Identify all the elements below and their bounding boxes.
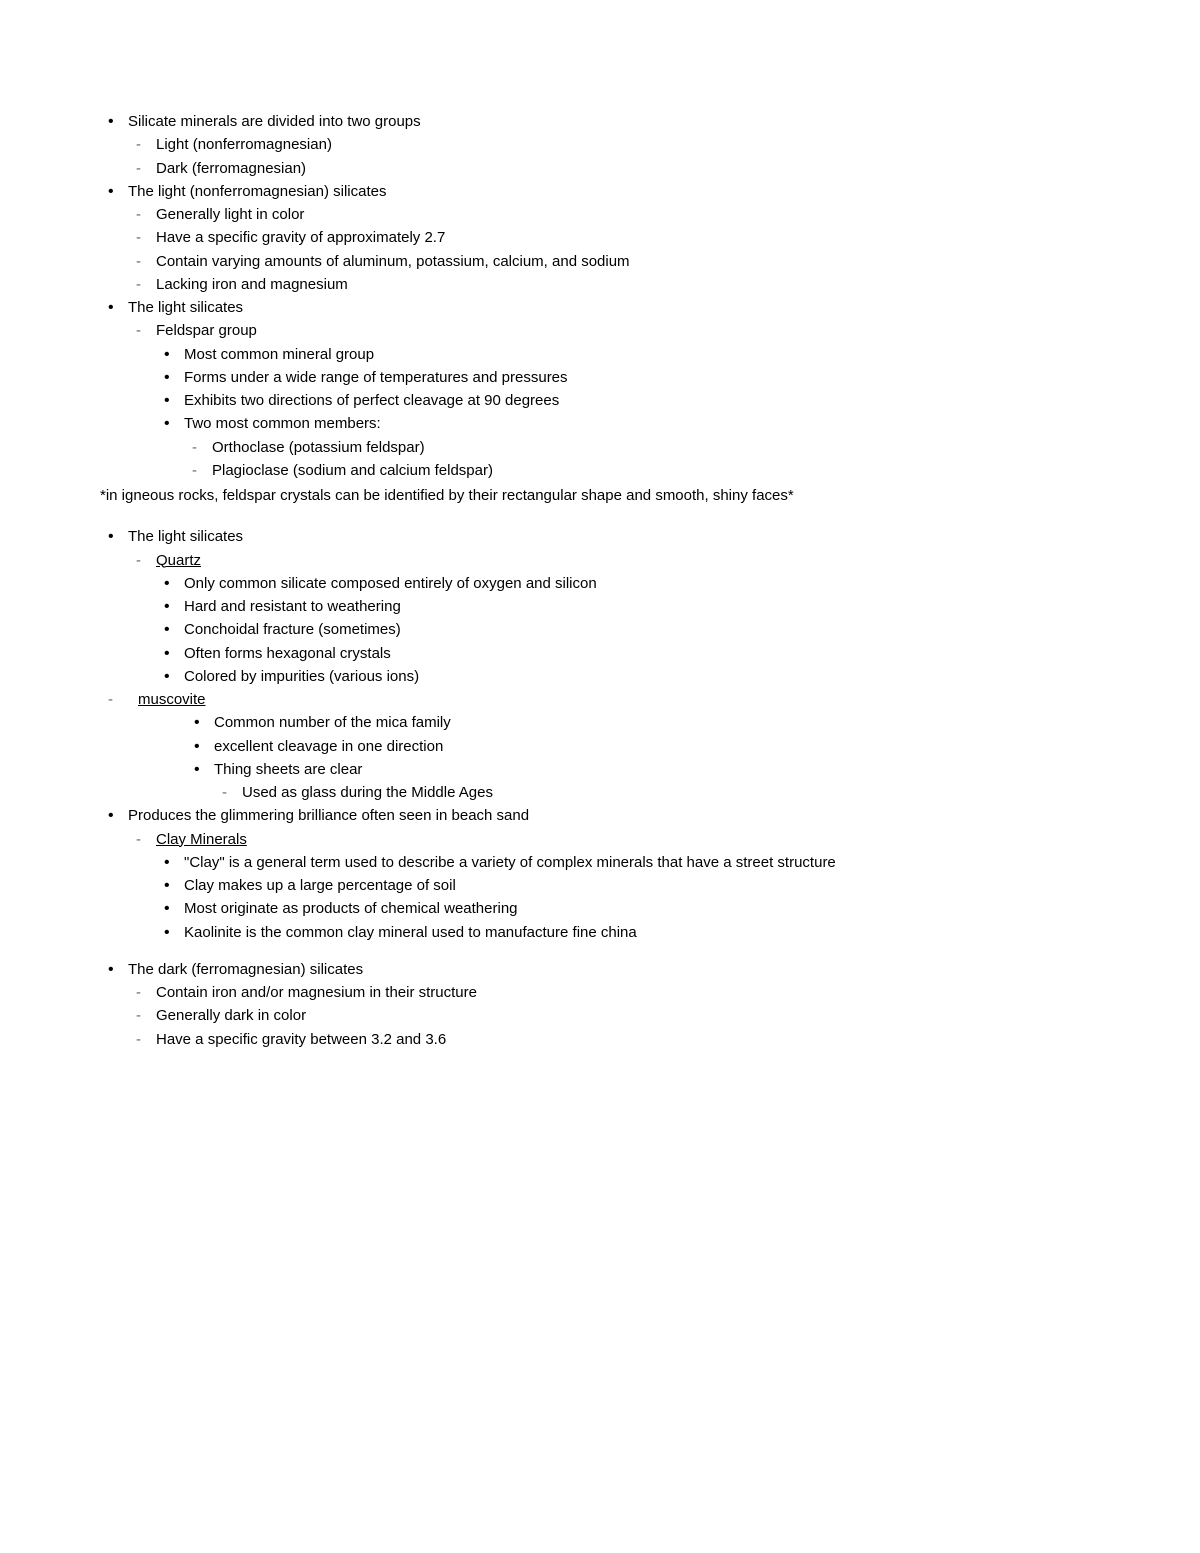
item-text: Often forms hexagonal crystals: [184, 645, 391, 662]
item-text: Only common silicate composed entirely o…: [184, 575, 597, 592]
list-item: Produces the glimmering brilliance often…: [100, 804, 1100, 944]
outline-list: Silicate minerals are divided into two g…: [100, 110, 1100, 482]
list-item: Have a specific gravity of approximately…: [128, 226, 1100, 249]
list-item: Contain varying amounts of aluminum, pot…: [128, 250, 1100, 273]
list-item: Lacking iron and magnesium: [128, 273, 1100, 296]
list-item: Generally dark in color: [128, 1004, 1100, 1027]
item-text: Feldspar group: [156, 322, 257, 339]
item-text: Two most common members:: [184, 415, 381, 432]
item-text: Lacking iron and magnesium: [156, 276, 348, 293]
item-text: Contain varying amounts of aluminum, pot…: [156, 253, 630, 270]
item-text: Silicate minerals are divided into two g…: [128, 113, 421, 130]
list-item: Contain iron and/or magnesium in their s…: [128, 981, 1100, 1004]
list-item: Forms under a wide range of temperatures…: [156, 366, 1100, 389]
item-text: Most originate as products of chemical w…: [184, 900, 518, 917]
list-item: excellent cleavage in one direction: [186, 735, 1100, 758]
item-text: Dark (ferromagnesian): [156, 160, 306, 177]
list-item: Kaolinite is the common clay mineral use…: [156, 921, 1100, 944]
item-text: Have a specific gravity of approximately…: [156, 229, 445, 246]
list-item: Conchoidal fracture (sometimes): [156, 618, 1100, 641]
item-text: Generally dark in color: [156, 1007, 306, 1024]
list-item: Plagioclase (sodium and calcium feldspar…: [184, 459, 1100, 482]
list-item: Most common mineral group: [156, 343, 1100, 366]
item-text: Conchoidal fracture (sometimes): [184, 621, 401, 638]
list-item: Most originate as products of chemical w…: [156, 897, 1100, 920]
item-text: Thing sheets are clear: [214, 761, 362, 778]
list-item: Used as glass during the Middle Ages: [214, 781, 1100, 804]
item-text: Forms under a wide range of temperatures…: [184, 369, 568, 386]
list-item: Feldspar group Most common mineral group…: [128, 319, 1100, 482]
document-page: Silicate minerals are divided into two g…: [0, 0, 1200, 1553]
item-text: Have a specific gravity between 3.2 and …: [156, 1031, 446, 1048]
item-text: Plagioclase (sodium and calcium feldspar…: [212, 462, 493, 479]
list-item: Generally light in color: [128, 203, 1100, 226]
outline-list: muscovite Common number of the mica fami…: [100, 688, 1100, 804]
list-item: Two most common members: Orthoclase (pot…: [156, 412, 1100, 482]
item-text: The light silicates: [128, 299, 243, 316]
item-text: Clay makes up a large percentage of soil: [184, 877, 456, 894]
list-item: Clay makes up a large percentage of soil: [156, 874, 1100, 897]
list-item: Clay Minerals "Clay" is a general term u…: [128, 828, 1100, 944]
list-item: Orthoclase (potassium feldspar): [184, 436, 1100, 459]
item-text-underlined: muscovite: [138, 691, 206, 708]
inline-note: *in igneous rocks, feldspar crystals can…: [100, 484, 1100, 507]
list-item: The light silicates Quartz Only common s…: [100, 525, 1100, 688]
item-text: Kaolinite is the common clay mineral use…: [184, 924, 637, 941]
item-text: Light (nonferromagnesian): [156, 136, 332, 153]
list-item: The dark (ferromagnesian) silicates Cont…: [100, 958, 1100, 1051]
item-text: Common number of the mica family: [214, 714, 451, 731]
item-text: Produces the glimmering brilliance often…: [128, 807, 529, 824]
item-text: Generally light in color: [156, 206, 304, 223]
outline-list: The dark (ferromagnesian) silicates Cont…: [100, 958, 1100, 1051]
list-item: The light (nonferromagnesian) silicates …: [100, 180, 1100, 296]
item-text: Used as glass during the Middle Ages: [242, 784, 493, 801]
item-text: Exhibits two directions of perfect cleav…: [184, 392, 559, 409]
list-item: Have a specific gravity between 3.2 and …: [128, 1028, 1100, 1051]
list-item: Light (nonferromagnesian): [128, 133, 1100, 156]
item-text: Contain iron and/or magnesium in their s…: [156, 984, 477, 1001]
list-item: Hard and resistant to weathering: [156, 595, 1100, 618]
item-text: excellent cleavage in one direction: [214, 738, 443, 755]
list-item: Silicate minerals are divided into two g…: [100, 110, 1100, 180]
list-item: Thing sheets are clear Used as glass dur…: [186, 758, 1100, 805]
item-text: The light (nonferromagnesian) silicates: [128, 183, 386, 200]
blank-line: [100, 944, 1100, 958]
list-item: Often forms hexagonal crystals: [156, 642, 1100, 665]
outline-list: Produces the glimmering brilliance often…: [100, 804, 1100, 944]
item-text: Orthoclase (potassium feldspar): [212, 439, 425, 456]
item-text: "Clay" is a general term used to describ…: [184, 854, 836, 871]
item-text: Colored by impurities (various ions): [184, 668, 419, 685]
list-item: "Clay" is a general term used to describ…: [156, 851, 1100, 874]
list-item: Colored by impurities (various ions): [156, 665, 1100, 688]
list-item: Dark (ferromagnesian): [128, 157, 1100, 180]
item-text: Most common mineral group: [184, 346, 374, 363]
list-item: Only common silicate composed entirely o…: [156, 572, 1100, 595]
item-text: Hard and resistant to weathering: [184, 598, 401, 615]
list-item: Exhibits two directions of perfect cleav…: [156, 389, 1100, 412]
item-text-underlined: Clay Minerals: [156, 831, 247, 848]
list-item: muscovite Common number of the mica fami…: [100, 688, 1100, 804]
item-text: The dark (ferromagnesian) silicates: [128, 961, 363, 978]
list-item: The light silicates Feldspar group Most …: [100, 296, 1100, 482]
list-item: Common number of the mica family: [186, 711, 1100, 734]
item-text-underlined: Quartz: [156, 552, 201, 569]
item-text: The light silicates: [128, 528, 243, 545]
outline-list: The light silicates Quartz Only common s…: [100, 525, 1100, 688]
list-item: Quartz Only common silicate composed ent…: [128, 549, 1100, 689]
